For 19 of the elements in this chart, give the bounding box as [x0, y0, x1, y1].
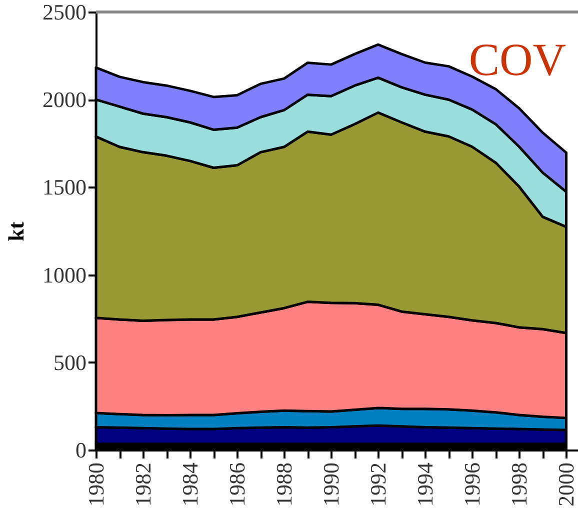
- y-axis-title: kt: [4, 221, 28, 242]
- x-tick-label: 1988: [272, 462, 297, 506]
- y-tick-label: 2000: [42, 87, 86, 112]
- annotation: COV: [468, 34, 566, 85]
- x-tick-label: 1994: [412, 462, 438, 506]
- y-tick-label: 2500: [42, 0, 86, 24]
- y-tick-label: 1000: [42, 262, 86, 288]
- x-tick-label: 1982: [130, 462, 156, 506]
- y-tick-label: 500: [54, 350, 86, 375]
- x-tick-label: 1980: [84, 462, 108, 506]
- x-tick-label: 1996: [460, 462, 485, 506]
- x-tick-label: 1998: [506, 462, 532, 506]
- x-tick-label: 1984: [178, 462, 203, 506]
- x-tick-label: 1990: [318, 462, 344, 506]
- x-tick-label: 1986: [224, 462, 250, 506]
- x-tick-label: 2000: [554, 462, 578, 506]
- y-tick-label: 0: [76, 438, 86, 462]
- y-tick-label: 1500: [42, 174, 86, 200]
- x-tick-label: 1992: [366, 462, 391, 506]
